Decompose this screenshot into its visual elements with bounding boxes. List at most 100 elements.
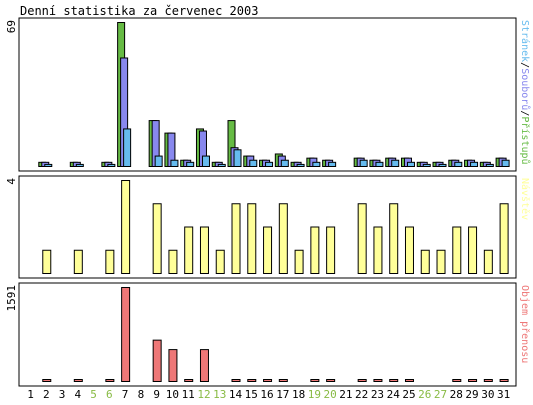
x-tick-label: 3 [59,388,66,401]
bar-navstev-day-6 [105,249,115,274]
panel-frame-hits [18,17,517,172]
panel-volume: 1591 Objem přenosu [5,282,531,387]
bar-objem-day-28 [452,379,462,382]
ymax-label-hits: 69 [5,20,18,33]
bar-objem-day-10 [168,349,178,383]
bar-navstev-day-7 [121,180,131,274]
bar-navstev-day-14 [231,203,241,274]
x-tick-label: 21 [339,388,352,401]
ymax-label-visits: 4 [5,178,18,185]
bar-navstev-day-19 [310,226,320,274]
x-tick-label: 16 [260,388,273,401]
bar-stranek-day-26 [422,163,431,167]
panel-hits: 69 Stránek/Souborů/Přístupů [5,17,531,172]
bar-objem-day-16 [263,379,273,382]
bar-navstev-day-28 [452,226,462,274]
bar-objem-day-19 [310,379,320,382]
bar-navstev-day-26 [420,249,430,274]
bar-navstev-day-25 [404,226,414,274]
x-tick-label: 8 [138,388,145,401]
bar-navstev-day-31 [499,203,509,274]
bar-stranek-day-29 [470,161,479,167]
bar-stranek-day-20 [328,161,337,167]
x-tick-label: 23 [371,388,384,401]
bar-navstev-day-10 [168,249,178,274]
x-tick-label: 15 [245,388,258,401]
bar-navstev-day-16 [263,226,273,274]
legend-volume: Objem přenosu [519,285,531,363]
bar-navstev-day-12 [199,226,209,274]
bar-objem-day-11 [184,379,194,382]
x-tick-label: 12 [197,388,210,401]
legend-item: Objem přenosu [519,285,531,363]
bar-objem-day-14 [231,379,241,382]
bar-stranek-day-31 [501,159,510,168]
bar-stranek-day-13 [217,163,226,167]
bar-stranek-day-2 [44,163,53,167]
bar-navstev-day-2 [42,249,52,274]
x-tick-label: 10 [166,388,179,401]
bar-navstev-day-15 [247,203,257,274]
bar-stranek-day-22 [359,159,368,168]
bar-navstev-day-9 [152,203,162,274]
x-tick-label: 25 [402,388,415,401]
bar-navstev-day-4 [73,249,83,274]
bar-objem-day-7 [121,287,131,382]
chart-panels: 69 Stránek/Souborů/Přístupů 4 Návštěv 1591 Ob… [5,17,531,387]
bar-stranek-day-10 [170,159,179,168]
bar-stranek-day-7 [123,128,132,167]
bar-stranek-day-11 [186,161,195,167]
x-tick-label: 7 [122,388,129,401]
bar-objem-day-25 [404,379,414,382]
x-tick-label: 28 [450,388,463,401]
bar-objem-day-23 [373,379,383,382]
x-axis-day-labels: 1 2 3 4 5 6 7 8 9 10 11 12 13 14 15 16 17 18 19 20 21 22 23 24 2… [27,388,510,401]
bar-stranek-day-23 [375,161,384,167]
legend-visits: Návštěv [519,178,531,220]
bar-navstev-day-30 [483,249,493,274]
bar-stranek-day-12 [201,155,210,167]
x-tick-label: 4 [74,388,81,401]
bar-stranek-day-19 [312,161,321,167]
bar-stranek-day-18 [296,163,305,167]
legend-item: Přístupů [519,116,531,164]
bar-objem-day-31 [499,379,509,382]
legend-hits: Stránek/Souborů/Přístupů [519,20,531,165]
x-tick-label: 26 [418,388,431,401]
bar-objem-day-24 [389,379,399,382]
legend-separator: / [519,110,530,116]
bar-objem-day-30 [483,379,493,382]
bar-navstev-day-23 [373,226,383,274]
bar-navstev-day-18 [294,249,304,274]
bar-objem-day-12 [199,349,209,383]
legend-separator: / [519,62,530,68]
x-tick-label: 19 [308,388,321,401]
bar-stranek-day-27 [438,163,447,167]
bar-navstev-day-22 [357,203,367,274]
x-tick-label: 27 [434,388,447,401]
bar-objem-day-17 [278,379,288,382]
bar-stranek-day-28 [454,161,463,167]
bar-stranek-day-4 [75,163,84,167]
bar-stranek-day-9 [154,155,163,167]
bar-navstev-day-11 [184,226,194,274]
panel-frame-volume [18,282,517,387]
bar-stranek-day-16 [265,161,274,167]
ymax-label-volume: 1591 [5,285,18,312]
x-tick-label: 17 [276,388,289,401]
x-tick-label: 20 [324,388,337,401]
bar-navstev-day-24 [389,203,399,274]
x-tick-label: 22 [355,388,368,401]
x-tick-label: 18 [292,388,305,401]
bar-objem-day-6 [105,379,115,382]
x-tick-label: 24 [387,388,401,401]
chart-title: Denní statistika za červenec 2003 [20,4,258,18]
bar-stranek-day-17 [280,159,289,168]
legend-item: Návštěv [519,178,531,220]
bar-objem-day-29 [468,379,478,382]
x-tick-label: 5 [90,388,97,401]
bar-stranek-day-15 [249,159,258,168]
x-tick-label: 14 [229,388,243,401]
x-tick-label: 30 [481,388,494,401]
